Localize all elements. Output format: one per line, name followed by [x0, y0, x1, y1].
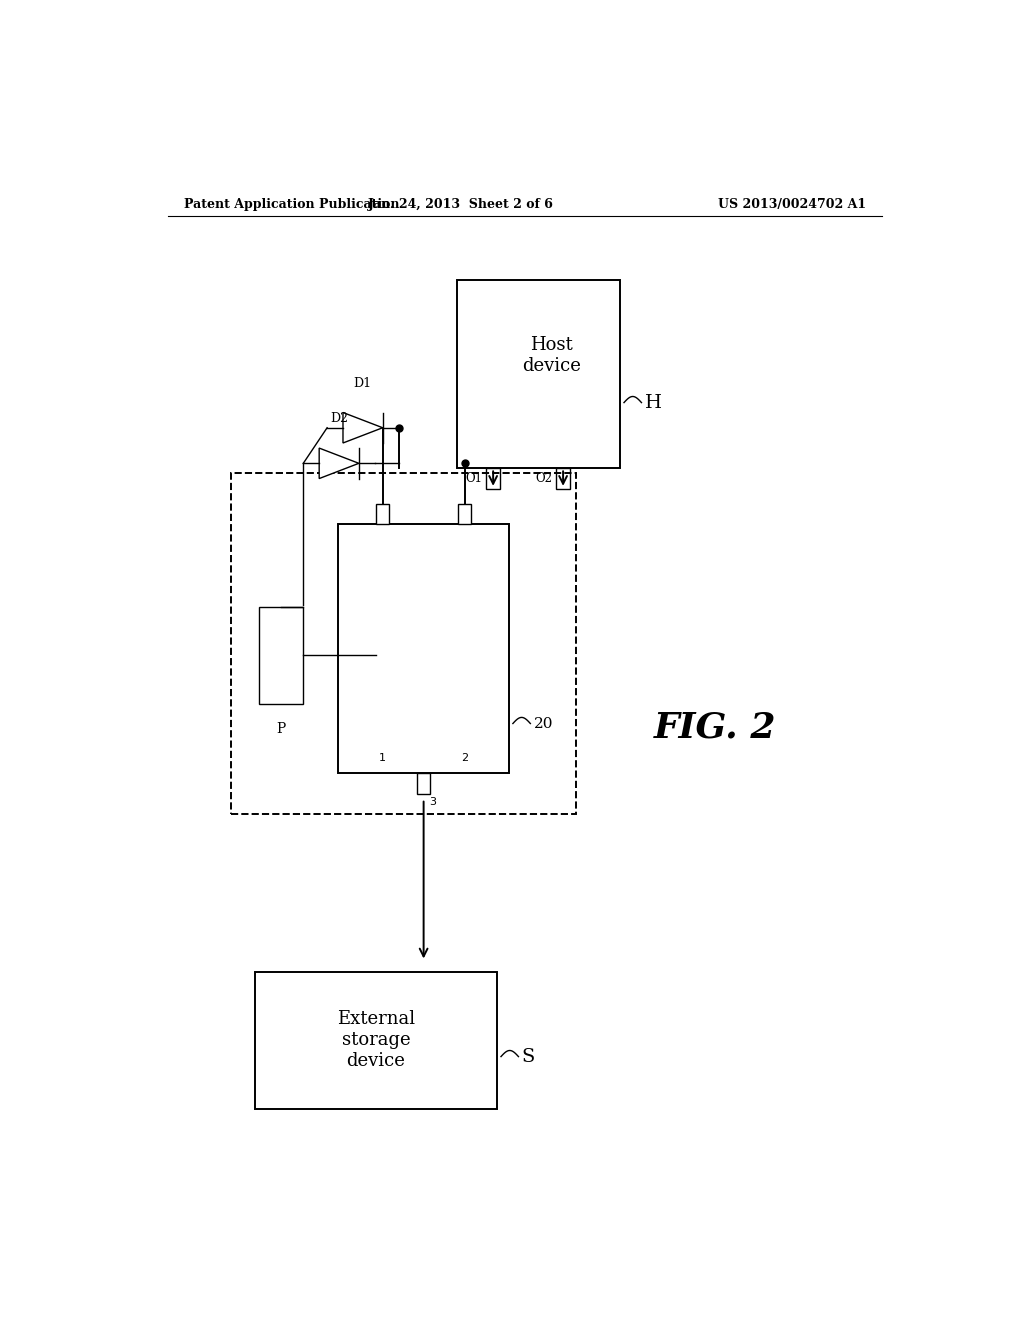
- Text: Jan. 24, 2013  Sheet 2 of 6: Jan. 24, 2013 Sheet 2 of 6: [369, 198, 554, 211]
- Text: H: H: [645, 393, 662, 412]
- Bar: [259, 607, 303, 704]
- Text: D1: D1: [353, 376, 372, 389]
- Bar: [231, 474, 577, 814]
- Bar: [458, 504, 471, 524]
- Text: Patent Application Publication: Patent Application Publication: [183, 198, 399, 211]
- Text: P: P: [276, 722, 286, 735]
- Text: US 2013/0024702 A1: US 2013/0024702 A1: [718, 198, 866, 211]
- Bar: [417, 774, 430, 793]
- Bar: [376, 504, 389, 524]
- Polygon shape: [319, 447, 358, 479]
- Text: O1: O1: [466, 473, 483, 484]
- Bar: [458, 280, 621, 469]
- Text: D2: D2: [330, 412, 348, 425]
- Polygon shape: [343, 412, 383, 444]
- Text: Host
device: Host device: [522, 337, 582, 375]
- Text: External
storage
device: External storage device: [337, 1010, 415, 1071]
- Text: 3: 3: [429, 797, 436, 807]
- Bar: [556, 469, 570, 488]
- Bar: [486, 469, 501, 488]
- Text: O2: O2: [536, 473, 553, 484]
- Text: S: S: [521, 1048, 535, 1065]
- Bar: [338, 524, 509, 774]
- Text: 20: 20: [534, 717, 553, 730]
- Text: 1: 1: [379, 754, 386, 763]
- Text: 2: 2: [461, 754, 468, 763]
- Text: FIG. 2: FIG. 2: [654, 710, 776, 744]
- Bar: [255, 972, 497, 1109]
